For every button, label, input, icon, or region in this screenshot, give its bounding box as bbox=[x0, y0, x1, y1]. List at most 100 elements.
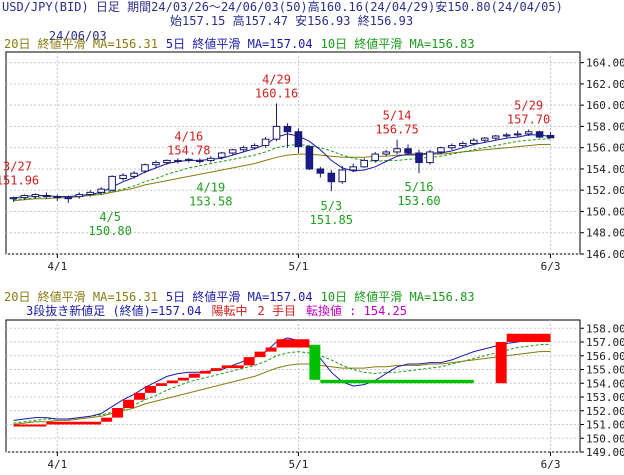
x-tick-label: 6/3 bbox=[541, 458, 561, 471]
candle-body bbox=[513, 133, 522, 136]
kagi-info-trend: 陽転中 bbox=[211, 303, 247, 318]
y-tick-label: 156.00 bbox=[586, 142, 624, 155]
candle-body bbox=[75, 193, 84, 198]
y-tick-label: 151.00 bbox=[586, 419, 624, 432]
x-tick-label: 4/1 bbox=[47, 260, 67, 273]
candle-body bbox=[502, 134, 511, 137]
ma20-line bbox=[13, 143, 551, 202]
candle-body bbox=[64, 197, 73, 200]
period-summary: USD/JPY(BID) 日足 期間24/03/26～24/06/03(50)高… bbox=[2, 0, 563, 14]
y-tick-label: 146.00 bbox=[586, 248, 624, 261]
annotation-price: 153.58 bbox=[189, 194, 232, 208]
y-tick-label: 152.00 bbox=[586, 405, 624, 418]
kagi-brick bbox=[243, 357, 255, 366]
candle-body bbox=[20, 195, 29, 199]
kagi-brick bbox=[166, 380, 178, 384]
last-ohlc: 始157.15 高157.47 安156.93 終156.93 bbox=[170, 14, 414, 28]
kagi-brick bbox=[309, 344, 321, 380]
candle-body bbox=[470, 139, 478, 144]
candle-body bbox=[86, 191, 94, 195]
candle-body bbox=[338, 169, 347, 183]
candle-body bbox=[283, 125, 292, 133]
candle-body bbox=[228, 149, 237, 154]
x-tick-label: 4/1 bbox=[47, 458, 67, 471]
kagi-info-label: 3段抜き新値足 (終値)=157.04 bbox=[26, 303, 201, 318]
candle-body bbox=[9, 197, 18, 200]
x-tick-label: 5/1 bbox=[289, 458, 309, 471]
kagi-brick bbox=[199, 370, 211, 374]
candle-body bbox=[53, 196, 62, 199]
candle-body bbox=[272, 125, 281, 140]
ma5-line bbox=[13, 133, 551, 199]
annotation-date: 3/27 bbox=[3, 160, 32, 174]
y-tick-label: 158.00 bbox=[586, 322, 624, 335]
kagi-brick bbox=[188, 373, 200, 378]
kagi-brick bbox=[221, 365, 244, 369]
candle-body bbox=[546, 134, 555, 139]
candle-body bbox=[185, 158, 193, 161]
y-tick-label: 149.00 bbox=[586, 446, 624, 459]
kagi-brick bbox=[101, 417, 113, 422]
candle-body bbox=[31, 193, 40, 198]
candle-body bbox=[42, 195, 51, 198]
candle-body bbox=[426, 151, 434, 164]
kagi-brick bbox=[46, 421, 102, 425]
annotation-price: 156.75 bbox=[375, 123, 418, 137]
kagi-brick bbox=[112, 408, 124, 418]
last-bar-summary: 24/06/03 始157.15 高157.47 安156.93 終156.93 bbox=[20, 14, 413, 74]
y-tick-label: 150.00 bbox=[586, 432, 624, 445]
annotation-price: 157.70 bbox=[507, 113, 550, 127]
candle-body bbox=[294, 131, 303, 148]
annotation-date: 4/29 bbox=[262, 72, 291, 86]
legend-ma20: 20日 終値平滑 MA=156.31 bbox=[4, 36, 158, 51]
ma10-line bbox=[13, 138, 551, 201]
y-tick-label: 152.00 bbox=[586, 184, 624, 197]
annotation-date: 5/16 bbox=[405, 180, 434, 194]
candle-body bbox=[119, 174, 127, 180]
candle-body bbox=[382, 151, 390, 155]
y-tick-label: 164.00 bbox=[586, 57, 624, 70]
candle-body bbox=[108, 175, 116, 191]
plot-frame bbox=[5, 51, 581, 255]
kagi-brick bbox=[145, 386, 156, 393]
kagi-brick bbox=[320, 379, 474, 384]
candle-body bbox=[206, 157, 215, 161]
kagi-brick bbox=[276, 339, 310, 348]
candle-body bbox=[261, 138, 270, 147]
candle-body bbox=[130, 172, 138, 177]
kagi-info-reversal: 転換値 : 154.25 bbox=[306, 303, 407, 318]
kagi-ma5-line bbox=[13, 337, 551, 421]
candle-body bbox=[349, 166, 358, 171]
annotation-price: 160.16 bbox=[255, 86, 298, 100]
annotation-date: 5/29 bbox=[514, 99, 543, 113]
annotation-date: 4/16 bbox=[174, 130, 203, 144]
candle-body bbox=[480, 137, 489, 141]
x-tick-label: 6/3 bbox=[541, 260, 561, 273]
candle-body bbox=[316, 168, 325, 174]
y-tick-label: 158.00 bbox=[586, 120, 624, 133]
legend-ma20: 20日 終値平滑 MA=156.31 bbox=[4, 289, 158, 304]
y-tick-label: 153.00 bbox=[586, 391, 624, 404]
legend-ma10: 10日 終値平滑 MA=156.83 bbox=[321, 36, 475, 51]
y-tick-label: 160.00 bbox=[586, 99, 624, 112]
candle-body bbox=[97, 188, 105, 193]
annotation-date: 4/5 bbox=[99, 210, 121, 224]
annotation-price: 151.96 bbox=[0, 174, 39, 188]
kagi-ma10-line bbox=[13, 343, 551, 424]
candle-body bbox=[239, 147, 248, 151]
kagi-info-count: 2 手目 bbox=[258, 304, 296, 318]
annotation-price: 154.78 bbox=[167, 144, 210, 158]
kagi-panel: 20日 終値平滑 MA=156.31 5日 終値平滑 MA=157.04 10日 終… bbox=[4, 289, 624, 471]
candle-body bbox=[327, 172, 336, 183]
kagi-brick bbox=[210, 368, 222, 371]
candle-body bbox=[250, 145, 259, 149]
candle-body bbox=[360, 159, 368, 168]
kagi-brick bbox=[495, 342, 507, 384]
candle-body bbox=[305, 146, 314, 170]
y-tick-label: 155.00 bbox=[586, 364, 624, 377]
annotation-date: 5/3 bbox=[320, 199, 342, 213]
annotation-date: 5/14 bbox=[383, 109, 412, 123]
y-tick-label: 156.00 bbox=[586, 350, 624, 363]
candle-body bbox=[371, 153, 379, 161]
